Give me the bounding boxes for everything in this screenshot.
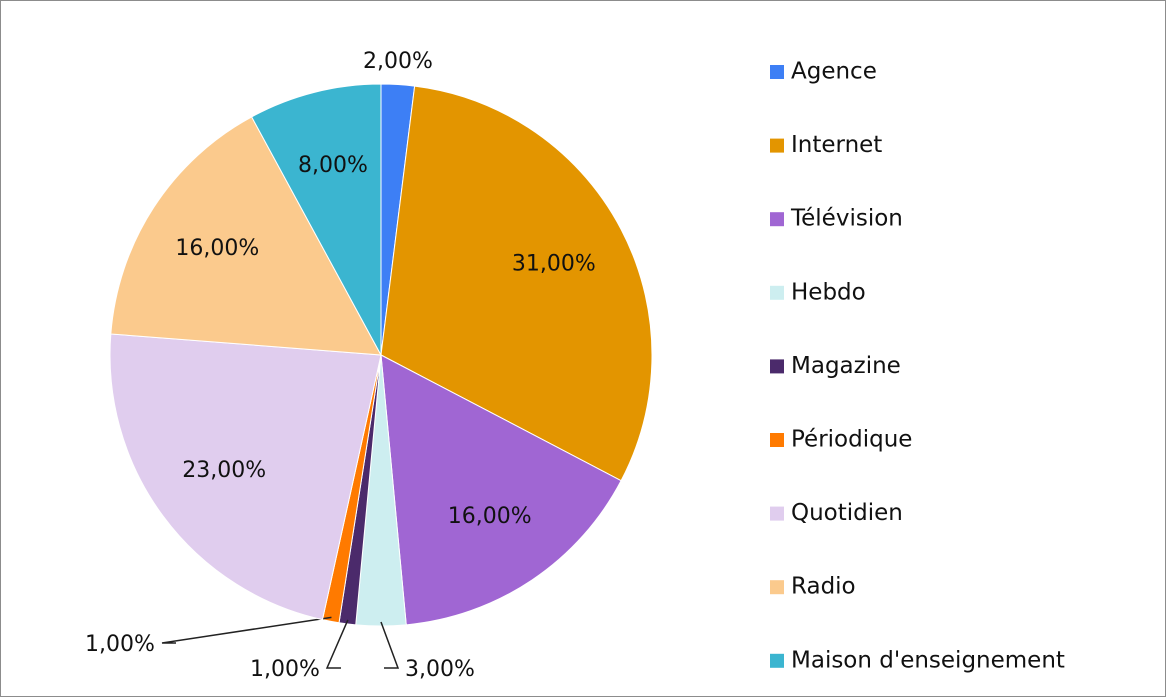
pie-slice (250, 83, 382, 356)
leader-line (380, 621, 400, 669)
legend-swatch (770, 285, 784, 300)
data-label: 2,00% (363, 49, 433, 74)
legend-swatch (770, 359, 784, 374)
legend-label: Internet (791, 132, 882, 158)
data-label: 3,00% (405, 657, 475, 682)
data-label: 1,00% (85, 632, 155, 657)
data-label: 8,00% (298, 153, 368, 178)
pie-slice (109, 333, 382, 621)
pie-slice (110, 116, 382, 356)
legend-label: Agence (791, 59, 877, 85)
leader-line (161, 616, 332, 644)
pie-slice (380, 85, 653, 482)
legend-label: Télévision (790, 206, 903, 232)
legend-label: Quotidien (791, 500, 903, 526)
legend-label: Radio (791, 574, 856, 600)
legend-label: Périodique (791, 427, 912, 453)
data-label: 16,00% (448, 504, 532, 529)
legend-label: Hebdo (791, 279, 866, 305)
legend-swatch (770, 580, 784, 595)
pie-slice (380, 354, 622, 626)
data-label: 23,00% (182, 458, 266, 483)
legend-swatch (770, 433, 784, 447)
legend-label: Maison d'enseignement (791, 647, 1065, 673)
data-label: 1,00% (250, 657, 320, 682)
legend-swatch (770, 653, 784, 668)
leader-line (325, 619, 349, 669)
data-label: 16,00% (175, 236, 259, 261)
data-label: 31,00% (512, 252, 596, 277)
legend-label: Magazine (791, 353, 901, 379)
legend-swatch (770, 138, 784, 153)
legend-swatch (770, 65, 784, 79)
legend-swatch (770, 212, 784, 227)
legend-swatch (770, 506, 784, 521)
